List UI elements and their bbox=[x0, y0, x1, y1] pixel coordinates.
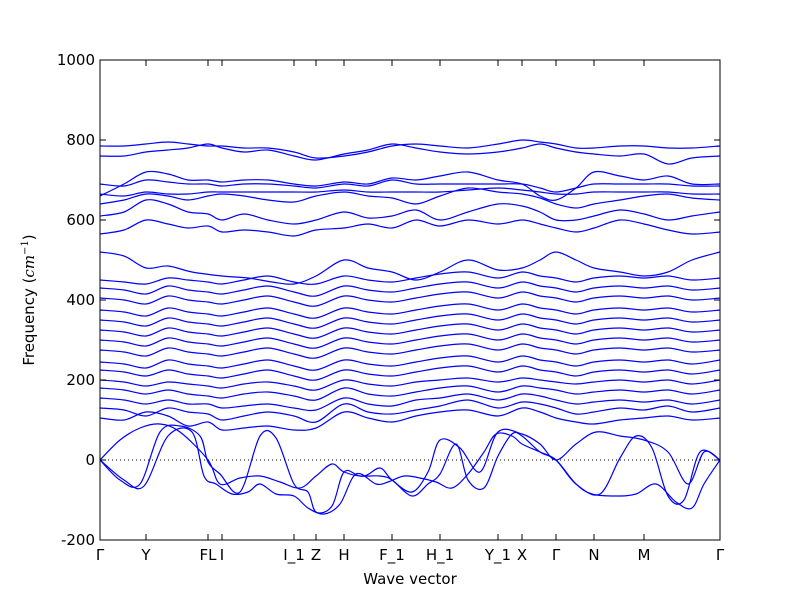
x-tick-label: Z bbox=[311, 546, 321, 564]
phonon-branch-10 bbox=[100, 355, 720, 371]
y-tick-label: 400 bbox=[66, 291, 95, 309]
phonon-branch-14 bbox=[100, 313, 720, 329]
phonon-branch-24 bbox=[100, 179, 720, 193]
phonon-branch-19 bbox=[100, 251, 720, 285]
y-axis-label-text: Frequency bbox=[20, 288, 38, 366]
y-tick-label: 1000 bbox=[57, 51, 95, 69]
x-tick-label: Y bbox=[140, 546, 151, 564]
y-tick-labels: -200 0 200 400 600 800 1000 bbox=[57, 51, 95, 549]
phonon-branch-21 bbox=[100, 199, 720, 225]
phonon-branch-6 bbox=[100, 393, 720, 412]
y-axis-label-unit-exponent: −1 bbox=[20, 240, 31, 255]
x-tick-label: Γ bbox=[716, 546, 725, 564]
phonon-branch-8 bbox=[100, 377, 720, 391]
x-tick-label: N bbox=[588, 546, 599, 564]
y-axis-label-unit-open: ( bbox=[20, 278, 38, 289]
x-tick-label: FL bbox=[200, 546, 218, 564]
phonon-branch-15 bbox=[100, 303, 720, 319]
phonon-branch-1 bbox=[100, 427, 720, 515]
phonon-branch-27 bbox=[100, 139, 720, 159]
phonon-branch-13 bbox=[100, 323, 720, 339]
x-tick-label: Γ bbox=[552, 546, 561, 564]
y-tick-label: 0 bbox=[85, 451, 95, 469]
y-axis-label: Frequency (cm−1) bbox=[20, 234, 38, 365]
y-tick-label: -200 bbox=[61, 531, 95, 549]
y-axis-label-unit-close: ) bbox=[20, 234, 38, 240]
phonon-branch-7 bbox=[100, 385, 720, 401]
dispersion-branches bbox=[100, 139, 720, 515]
phonon-branch-23 bbox=[100, 187, 720, 197]
x-tick-label: Y_1 bbox=[484, 546, 511, 565]
x-tick-label: X bbox=[517, 546, 527, 564]
x-tick-label: H_1 bbox=[426, 546, 454, 565]
phonon-branch-5 bbox=[100, 399, 720, 423]
x-tick-label: M bbox=[638, 546, 651, 564]
y-tick-label: 600 bbox=[66, 211, 95, 229]
x-tick-label: Γ bbox=[96, 546, 105, 564]
phonon-branch-17 bbox=[100, 281, 720, 297]
phonon-branch-16 bbox=[100, 291, 720, 307]
phonon-branch-22 bbox=[100, 187, 720, 209]
x-tick-label: H bbox=[338, 546, 349, 564]
phonon-branch-11 bbox=[100, 343, 720, 359]
phonon-branch-20 bbox=[100, 219, 720, 237]
phonon-branch-25 bbox=[100, 170, 720, 201]
phonon-branch-9 bbox=[100, 365, 720, 381]
phonon-branch-12 bbox=[100, 333, 720, 349]
plot-frame bbox=[99, 59, 721, 541]
x-axis-label: Wave vector bbox=[363, 570, 457, 588]
x-tick-label: I bbox=[220, 546, 224, 564]
x-tick-label: F_1 bbox=[379, 546, 405, 565]
phonon-branch-4 bbox=[100, 407, 720, 431]
y-axis-label-unit-base: cm bbox=[20, 255, 38, 278]
x-tick-labels: Γ Y FL I I_1 Z H F_1 H_1 Y_1 X Γ N M Γ bbox=[96, 546, 725, 565]
x-tick-label: I_1 bbox=[283, 546, 304, 565]
phonon-branch-18 bbox=[100, 271, 720, 285]
y-tick-label: 200 bbox=[66, 371, 95, 389]
y-tick-label: 800 bbox=[66, 131, 95, 149]
phonon-branch-3 bbox=[100, 423, 720, 493]
